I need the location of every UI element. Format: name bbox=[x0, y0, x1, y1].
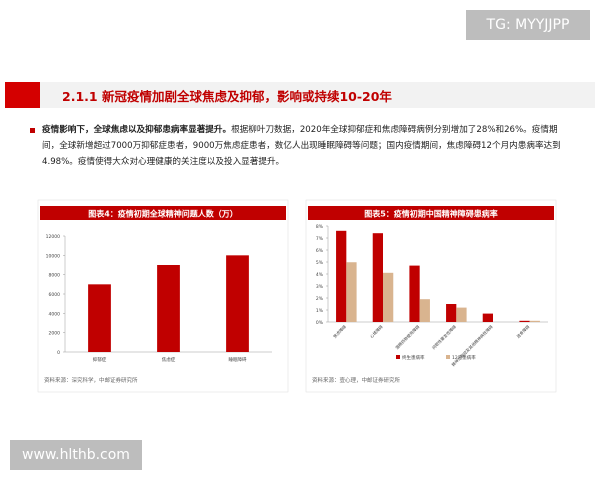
y-tick-label: 0% bbox=[316, 320, 324, 326]
bar bbox=[519, 320, 530, 322]
chart-source: 资料来源：壹心理，中邮证券研究所 bbox=[312, 376, 401, 384]
bar bbox=[226, 255, 249, 352]
legend-label: 终生患病率 bbox=[402, 354, 425, 361]
legend-swatch bbox=[446, 355, 450, 359]
bar bbox=[409, 265, 420, 322]
y-tick-label: 2000 bbox=[49, 331, 61, 337]
bar bbox=[446, 304, 457, 322]
bullet-text: 根据柳叶刀数据，2020年全球抑郁症和焦虑障碍病例分别增加了28%和26%。疫情… bbox=[42, 125, 561, 167]
bar bbox=[346, 262, 357, 322]
bar bbox=[157, 265, 180, 352]
y-tick-label: 2% bbox=[316, 296, 324, 302]
y-tick-label: 12000 bbox=[46, 234, 60, 240]
title-accent bbox=[5, 82, 40, 108]
bullet-lead: 疫情影响下，全球焦虑以及抑郁患病率显著提升。 bbox=[42, 125, 232, 135]
y-tick-label: 5% bbox=[316, 260, 324, 266]
watermark: TG: MYYJJPP bbox=[466, 10, 590, 40]
section-title: 2.1.1 新冠疫情加剧全球焦虑及抑郁，影响或持续10-20年 bbox=[62, 89, 392, 104]
chart-title-band bbox=[40, 206, 286, 220]
bullet: 疫情影响下，全球焦虑以及抑郁患病率显著提升。根据柳叶刀数据，2020年全球抑郁症… bbox=[42, 122, 572, 170]
watermark: www.hlthb.com bbox=[10, 440, 142, 470]
y-tick-label: 1% bbox=[316, 308, 324, 314]
x-tick-label: 睡眠障碍 bbox=[229, 356, 247, 363]
y-tick-label: 7% bbox=[316, 236, 324, 242]
title-band bbox=[40, 82, 595, 108]
legend-swatch bbox=[396, 355, 400, 359]
y-tick-label: 4000 bbox=[49, 311, 61, 317]
chart-title: 图表4：疫情初期全球精神问题人数（万） bbox=[88, 209, 238, 219]
bar bbox=[372, 233, 383, 322]
bar bbox=[529, 320, 540, 322]
bar bbox=[88, 284, 111, 352]
bar bbox=[456, 307, 467, 322]
legend-label: 12月患病率 bbox=[452, 354, 476, 361]
y-tick-label: 3% bbox=[316, 284, 324, 290]
y-tick-label: 8% bbox=[316, 224, 324, 230]
chart-title: 图表5：疫情初期中国精神障碍患病率 bbox=[364, 209, 498, 219]
y-tick-label: 4% bbox=[316, 272, 324, 278]
y-tick-label: 10000 bbox=[46, 253, 60, 259]
bullet-dot bbox=[30, 128, 35, 133]
bar bbox=[482, 313, 493, 322]
chart-title-band bbox=[308, 206, 554, 220]
bar bbox=[383, 272, 394, 322]
y-tick-label: 8000 bbox=[49, 273, 61, 279]
chart-source: 资料来源：深究科学，中邮证券研究所 bbox=[44, 376, 138, 384]
bar bbox=[336, 230, 347, 322]
x-tick-label: 抑郁症 bbox=[93, 356, 107, 363]
x-tick-label: 焦虑症 bbox=[162, 356, 176, 363]
y-tick-label: 6% bbox=[316, 248, 324, 254]
y-tick-label: 6000 bbox=[49, 292, 61, 298]
y-tick-label: 0 bbox=[57, 350, 60, 356]
bar bbox=[419, 299, 430, 322]
